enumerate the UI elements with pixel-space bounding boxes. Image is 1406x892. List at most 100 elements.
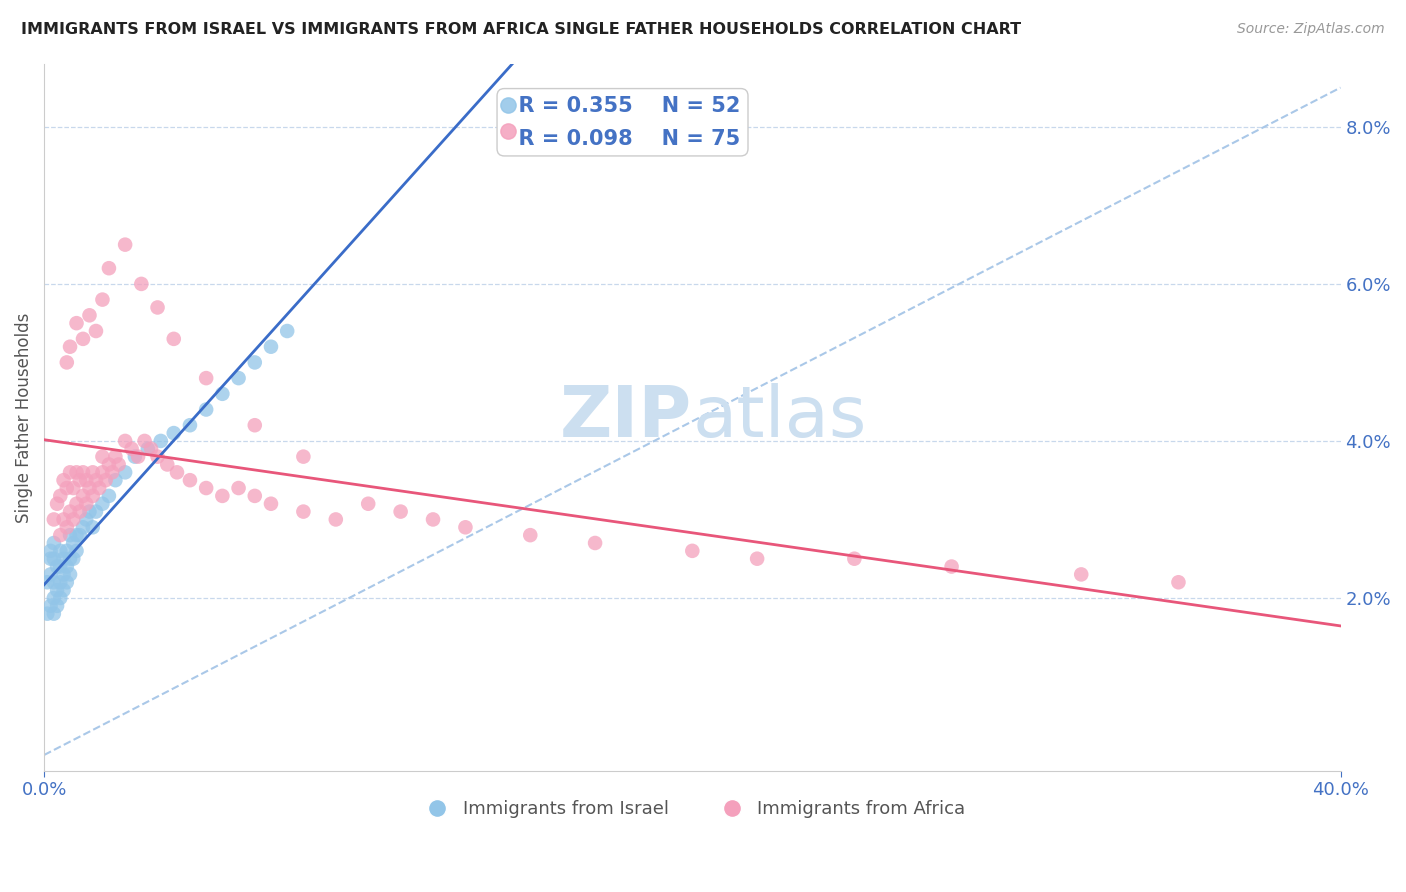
Point <box>84 473 107 487</box>
Point <box>260 340 283 354</box>
Point <box>97 458 120 472</box>
Point <box>84 505 107 519</box>
Point <box>195 402 218 417</box>
Point <box>228 371 250 385</box>
Point <box>422 512 444 526</box>
Point <box>75 473 97 487</box>
Point <box>292 505 315 519</box>
Point <box>42 591 65 605</box>
Point <box>195 371 218 385</box>
Point <box>107 458 129 472</box>
Point <box>52 583 75 598</box>
Point <box>104 450 127 464</box>
Point <box>37 607 59 621</box>
Point <box>681 544 703 558</box>
Point <box>139 442 162 456</box>
Point <box>454 520 477 534</box>
Point <box>228 481 250 495</box>
Point <box>42 607 65 621</box>
Point <box>131 277 153 291</box>
Point <box>56 520 79 534</box>
Point <box>65 544 87 558</box>
Point <box>39 551 62 566</box>
Point <box>72 520 94 534</box>
Point <box>79 481 101 495</box>
Point <box>49 575 72 590</box>
Point <box>97 261 120 276</box>
Point <box>195 481 218 495</box>
Point <box>156 458 179 472</box>
Point <box>56 481 79 495</box>
Point <box>65 466 87 480</box>
Point <box>69 505 91 519</box>
Point <box>91 293 114 307</box>
Text: IMMIGRANTS FROM ISRAEL VS IMMIGRANTS FROM AFRICA SINGLE FATHER HOUSEHOLDS CORREL: IMMIGRANTS FROM ISRAEL VS IMMIGRANTS FRO… <box>21 22 1021 37</box>
Point <box>97 489 120 503</box>
Text: R = 0.355    N = 52
  R = 0.098    N = 75: R = 0.355 N = 52 R = 0.098 N = 75 <box>505 95 741 149</box>
Point <box>243 418 266 433</box>
Point <box>127 450 149 464</box>
Point <box>166 466 188 480</box>
Point <box>163 332 186 346</box>
Point <box>121 442 143 456</box>
Point <box>65 497 87 511</box>
Point <box>59 505 82 519</box>
Point <box>75 497 97 511</box>
Point <box>62 536 84 550</box>
Point <box>163 426 186 441</box>
Point <box>243 489 266 503</box>
Text: atlas: atlas <box>692 383 866 452</box>
Point <box>65 528 87 542</box>
Point <box>72 332 94 346</box>
Point <box>69 473 91 487</box>
Point <box>42 575 65 590</box>
Point <box>519 528 541 542</box>
Point <box>583 536 606 550</box>
Point <box>325 512 347 526</box>
Point <box>75 512 97 526</box>
Point <box>52 473 75 487</box>
Point <box>114 466 136 480</box>
Point <box>747 551 769 566</box>
Point <box>94 473 117 487</box>
Point <box>114 237 136 252</box>
Point <box>59 340 82 354</box>
Legend: Immigrants from Israel, Immigrants from Africa: Immigrants from Israel, Immigrants from … <box>412 793 973 825</box>
Y-axis label: Single Father Households: Single Father Households <box>15 312 32 523</box>
Point <box>91 450 114 464</box>
Point <box>49 559 72 574</box>
Point <box>49 544 72 558</box>
Point <box>42 551 65 566</box>
Point <box>56 559 79 574</box>
Point <box>136 442 159 456</box>
Point <box>62 512 84 526</box>
Point <box>46 599 69 613</box>
Point <box>59 551 82 566</box>
Point <box>146 301 169 315</box>
Point <box>65 316 87 330</box>
Point <box>292 450 315 464</box>
Point <box>276 324 298 338</box>
Point <box>52 512 75 526</box>
Text: ZIP: ZIP <box>560 383 692 452</box>
Point <box>84 324 107 338</box>
Point <box>62 481 84 495</box>
Point <box>59 528 82 542</box>
Point <box>42 536 65 550</box>
Point <box>52 567 75 582</box>
Point <box>146 450 169 464</box>
Point <box>941 559 963 574</box>
Point <box>357 497 380 511</box>
Point <box>46 559 69 574</box>
Point <box>52 551 75 566</box>
Point <box>124 450 146 464</box>
Point <box>1070 567 1092 582</box>
Point <box>211 387 233 401</box>
Point <box>72 489 94 503</box>
Point <box>59 466 82 480</box>
Point <box>39 567 62 582</box>
Point <box>56 544 79 558</box>
Point <box>114 434 136 448</box>
Point <box>49 591 72 605</box>
Point <box>79 505 101 519</box>
